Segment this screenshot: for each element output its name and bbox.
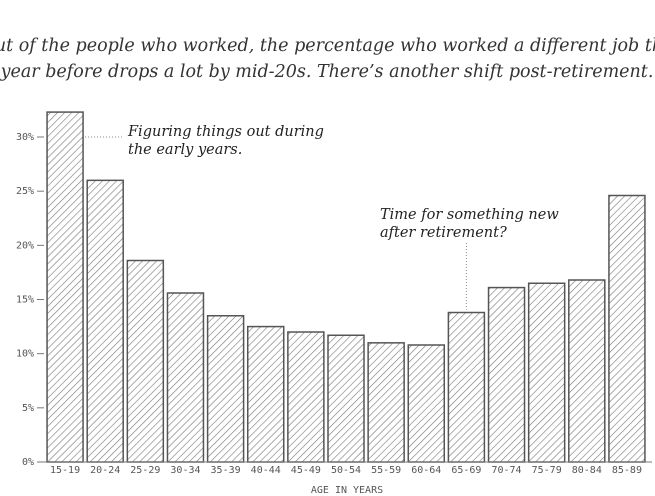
annotation: Figuring things out during: [127, 124, 324, 140]
bar: [166, 292, 205, 463]
x-tick-label: 60-64: [411, 465, 441, 476]
annotation: the early years.: [128, 142, 242, 158]
x-tick-label: 35-39: [211, 465, 241, 476]
bar: [46, 111, 84, 463]
x-tick-label: 40-44: [251, 465, 281, 476]
y-tick-label: 30%: [16, 132, 34, 143]
bar: [407, 344, 446, 463]
annotation: Time for something new: [380, 207, 559, 223]
bar: [246, 325, 285, 463]
y-tick-label: 5%: [22, 403, 34, 414]
bar: [568, 279, 606, 463]
y-tick-label: 10%: [16, 349, 34, 360]
x-tick-label: 15-19: [50, 465, 80, 476]
y-tick-label: 25%: [16, 186, 34, 197]
x-tick-label: 50-54: [331, 465, 361, 476]
y-tick-label: 20%: [16, 240, 34, 251]
x-tick-label: 55-59: [371, 465, 401, 476]
bar: [327, 334, 365, 463]
bar: [206, 315, 245, 463]
bar: [86, 179, 124, 463]
bar: [126, 259, 165, 463]
annotation: after retirement?: [380, 225, 507, 241]
x-tick-label: 80-84: [572, 465, 602, 476]
x-tick-label: 65-69: [451, 465, 481, 476]
bar: [487, 286, 526, 463]
bar: [447, 311, 486, 463]
chart-title: year before drops a lot by mid-20s. Ther…: [0, 62, 653, 82]
x-tick-label: 30-34: [170, 465, 200, 476]
x-tick-label: 75-79: [532, 465, 562, 476]
bar: [367, 342, 405, 463]
chart-title: Out of the people who worked, the percen…: [0, 36, 655, 56]
y-tick-label: 0%: [22, 457, 34, 468]
bar: [287, 331, 325, 463]
bar: [527, 282, 566, 463]
x-tick-label: 45-49: [291, 465, 321, 476]
x-tick-label: 70-74: [491, 465, 521, 476]
x-tick-label: 25-29: [130, 465, 160, 476]
y-tick-label: 15%: [16, 295, 34, 306]
x-tick-label: 85-89: [612, 465, 642, 476]
x-axis-label: AGE IN YEARS: [311, 485, 383, 496]
bar: [608, 194, 646, 463]
x-tick-label: 20-24: [90, 465, 120, 476]
